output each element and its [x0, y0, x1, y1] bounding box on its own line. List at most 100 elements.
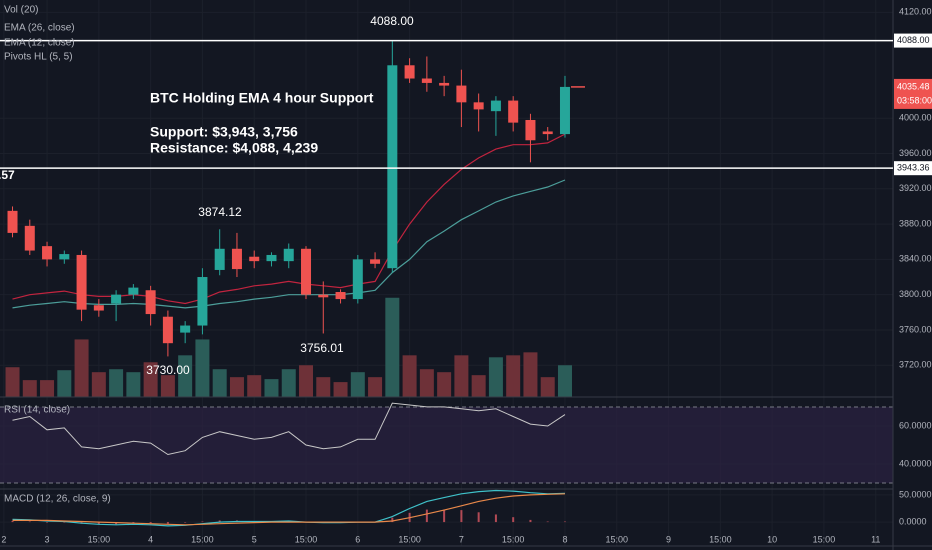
x-tick-label: 3 [45, 534, 50, 544]
x-tick-label: 5 [252, 534, 257, 544]
last-price-box [894, 78, 932, 109]
volume-bar [281, 369, 296, 397]
y-tick-label: 3880.00 [899, 218, 932, 228]
x-tick-label: 15:00 [502, 534, 525, 544]
y-tick-label: 4120.00 [899, 7, 932, 17]
x-tick-label: 15:00 [88, 534, 111, 544]
x-tick-label: 10 [767, 534, 777, 544]
macd-histogram-bar [218, 520, 221, 523]
legend-entry: EMA (26, close) [4, 23, 75, 34]
macd-histogram-bar [63, 522, 66, 523]
volume-bar [540, 377, 555, 397]
candle-body [24, 225, 35, 251]
volume-bar [385, 297, 400, 397]
candle-body [387, 65, 398, 269]
volume-bar [57, 370, 72, 397]
legend-entry: Vol (20) [4, 5, 38, 16]
legend-entry: Pivots HL (5, 5) [4, 52, 73, 63]
macd-histogram-bar [46, 522, 49, 523]
macd-histogram-bar [563, 521, 566, 523]
countdown-label: 03:58:00 [897, 95, 932, 105]
macd-histogram-bar [477, 512, 480, 523]
macd-histogram-bar [166, 522, 169, 524]
annotation: Resistance: $4,088, 4,239 [150, 140, 318, 156]
x-tick-label: 2 [1, 534, 6, 544]
candle-body [473, 102, 484, 110]
candle-body [76, 254, 87, 310]
candle-body [525, 119, 536, 141]
macd-histogram-bar [443, 509, 446, 523]
y-tick-label: 3840.00 [899, 254, 932, 264]
x-tick-label: 4 [148, 534, 153, 544]
last-price-label: 4035.48 [897, 81, 930, 91]
volume-bar [40, 380, 55, 397]
candle-body [456, 85, 467, 103]
volume-bar [143, 362, 158, 397]
candle-body [421, 78, 432, 83]
candle-body [197, 277, 208, 326]
candle-body [162, 316, 173, 344]
cut-label: .57 [0, 168, 15, 182]
volume-bar [126, 372, 141, 397]
price-label-box [894, 161, 932, 176]
volume-bar [229, 377, 244, 397]
macd-histogram-bar [494, 514, 497, 523]
legend-entry: RSI (14, close) [4, 405, 70, 416]
volume-bar [557, 365, 572, 397]
x-tick-label: 15:00 [295, 534, 318, 544]
price-label: 4088.00 [897, 35, 930, 45]
pivot-label: 4088.00 [370, 14, 414, 28]
y-tick-label: 3920.00 [899, 183, 932, 193]
candle-body [335, 292, 346, 300]
x-tick-label: 11 [871, 534, 880, 544]
candle-body [231, 248, 242, 270]
rsi-line [12, 402, 566, 456]
legend-entry: EMA (12, close) [4, 38, 75, 49]
macd-histogram-bar [546, 521, 549, 523]
volume-bar [299, 365, 314, 397]
pivot-label: 3756.01 [300, 341, 344, 355]
volume-bar [350, 372, 365, 397]
candle-body [352, 259, 363, 300]
y-tick-label: 50.0000 [899, 489, 932, 499]
macd-histogram-bar [149, 522, 152, 524]
macd-histogram-bar [28, 521, 31, 523]
x-tick-label: 15:00 [398, 534, 421, 544]
candle-body [111, 294, 122, 304]
candle-body [59, 254, 70, 260]
volume-bar [91, 372, 106, 397]
volume-bar [22, 380, 37, 397]
pivot-label: 3730.00 [146, 363, 190, 377]
ema-line [12, 179, 566, 309]
macd-histogram-bar [201, 521, 204, 523]
y-tick-label: 4000.00 [899, 113, 932, 123]
x-tick-label: 9 [666, 534, 671, 544]
price-label-box [894, 33, 932, 48]
volume-bar [195, 339, 210, 397]
candle-body [559, 86, 570, 135]
x-tick-label: 15:00 [191, 534, 214, 544]
x-tick-label: 8 [562, 534, 567, 544]
candle-body [439, 82, 450, 86]
y-tick-label: 40.0000 [899, 458, 932, 468]
y-tick-label: 3800.00 [899, 289, 932, 299]
volume-bar [506, 355, 521, 397]
macd-histogram-bar [529, 519, 532, 523]
volume-bar [74, 339, 89, 397]
candle-body [542, 131, 553, 135]
plot [0, 40, 893, 527]
volume-bar [523, 352, 538, 397]
volume-bar [471, 375, 486, 397]
macd-histogram-bar [391, 517, 394, 523]
volume-bar [368, 377, 383, 397]
volume-bar [247, 375, 262, 397]
volume-bar [212, 369, 227, 397]
macd-histogram-bar [11, 520, 14, 523]
macd-line [12, 493, 566, 526]
macd-histogram-bar [512, 517, 515, 523]
volume-bar [160, 375, 175, 397]
ema-line [12, 133, 566, 305]
y-tick-label: 3760.00 [899, 324, 932, 334]
x-tick-label: 15:00 [813, 534, 836, 544]
